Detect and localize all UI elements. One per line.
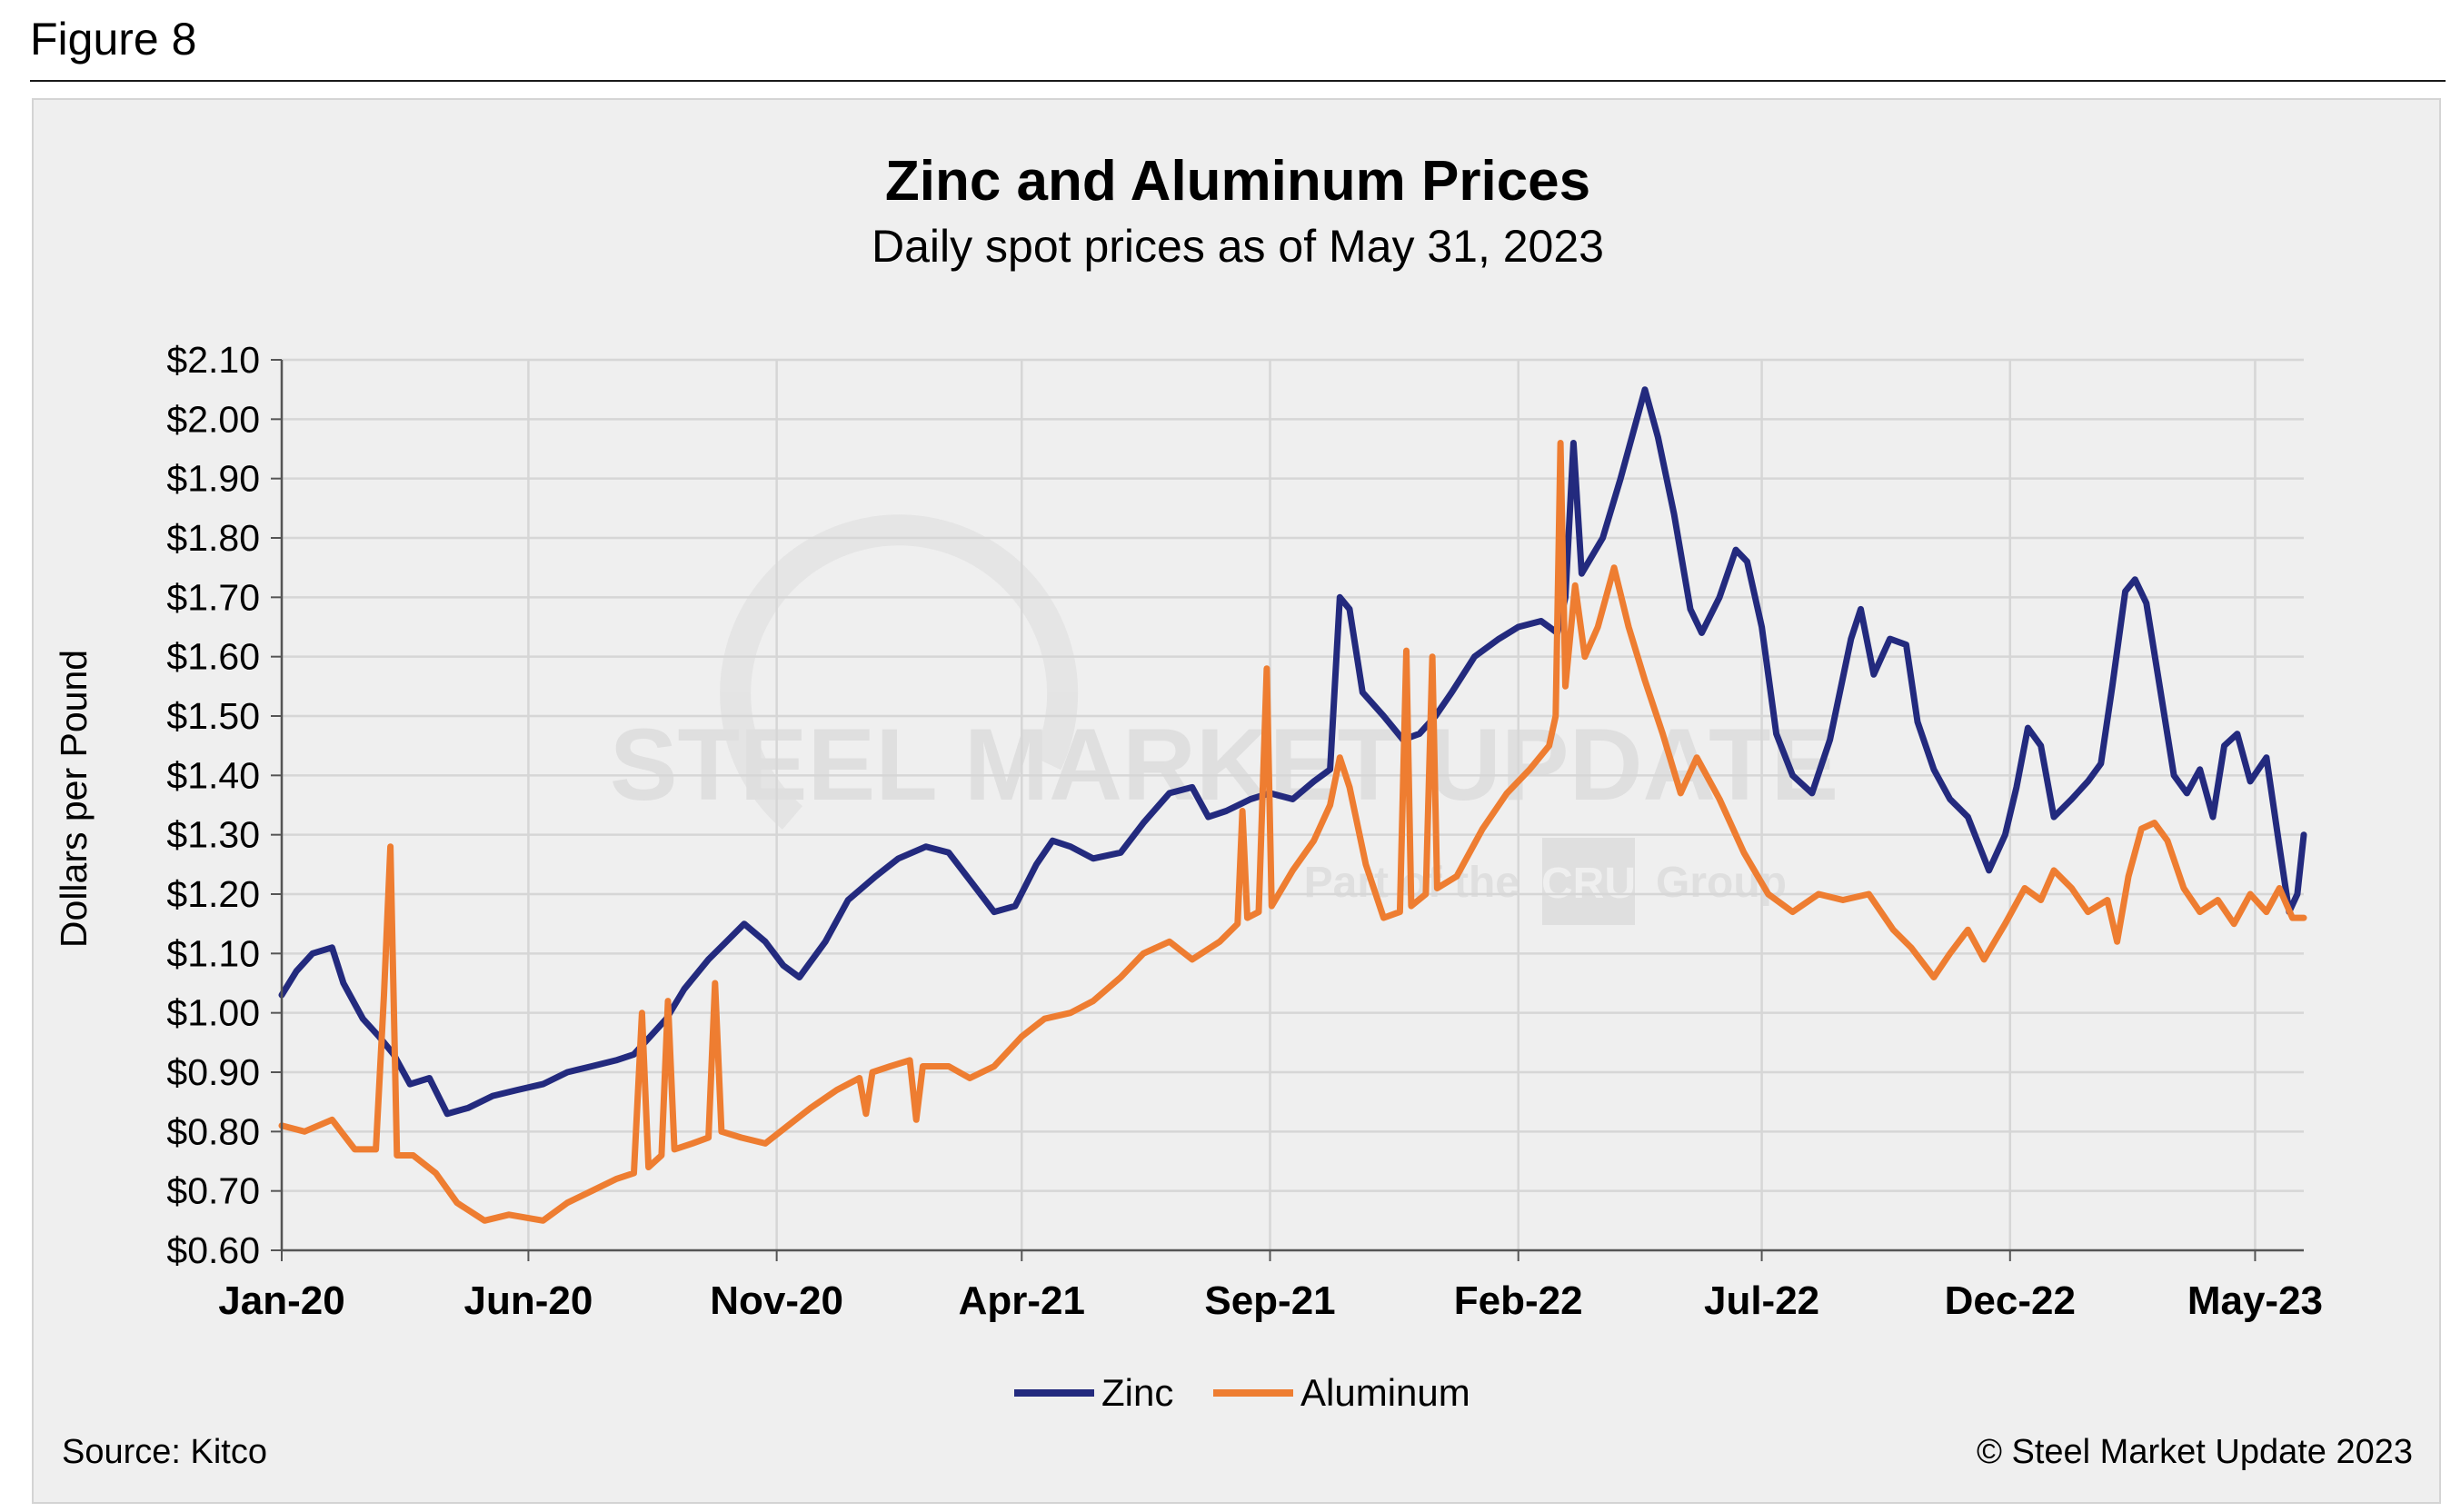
y-tick-label: $1.40 <box>166 754 260 796</box>
watermark: STEEL MARKET UPDATE Part of the CRU Grou… <box>610 514 1838 925</box>
y-tick-label: $0.80 <box>166 1110 260 1152</box>
x-tick-label: Sep-21 <box>1204 1278 1335 1323</box>
y-tick-label: $0.60 <box>166 1229 260 1271</box>
watermark-main-text: STEEL MARKET UPDATE <box>610 708 1838 821</box>
top-divider <box>30 80 2446 82</box>
y-tick-label: $1.10 <box>166 932 260 974</box>
series-lines <box>278 386 2307 1224</box>
x-tick-label: Dec-22 <box>1945 1278 2076 1323</box>
y-tick-label: $1.70 <box>166 576 260 618</box>
x-tick-label: Jul-22 <box>1704 1278 1819 1323</box>
x-tick-label: Jan-20 <box>218 1278 344 1323</box>
figure-label: Figure 8 <box>30 14 197 65</box>
chart-title: Zinc and Aluminum Prices <box>885 150 1590 213</box>
series-line-zinc <box>278 386 2307 1118</box>
legend-aluminum-label: Aluminum <box>1300 1371 1470 1414</box>
y-tick-label: $1.80 <box>166 517 260 559</box>
source-note: Source: Kitco <box>62 1433 267 1471</box>
y-tick-label: $1.90 <box>166 458 260 500</box>
x-tick-label: Feb-22 <box>1454 1278 1583 1323</box>
copyright-note: © Steel Market Update 2023 <box>1977 1433 2413 1471</box>
y-tick-label: $0.90 <box>166 1051 260 1093</box>
x-tick-label: Apr-21 <box>959 1278 1085 1323</box>
y-axis-ticks: $0.60 $0.70 $0.80 $0.90 $1.00 $1.10 $1.20 $1.30… <box>166 339 260 1271</box>
axes <box>271 359 2304 1261</box>
y-tick-label: $1.00 <box>166 992 260 1034</box>
y-axis-label: Dollars per Pound <box>53 650 95 948</box>
watermark-sub-right: Group <box>1656 859 1787 907</box>
watermark-swoosh-icon <box>720 514 1079 830</box>
series-line-aluminum <box>278 440 2307 1224</box>
y-tick-label: $2.10 <box>166 339 260 381</box>
x-axis-ticks: Jan-20 Jun-20 Nov-20 Apr-21 Sep-21 Feb-22 Jul-… <box>218 1278 2323 1323</box>
y-tick-label: $1.50 <box>166 695 260 737</box>
chart-subtitle: Daily spot prices as of May 31, 2023 <box>872 221 1604 272</box>
legend: Zinc Aluminum <box>1014 1371 1470 1414</box>
x-tick-label: May-23 <box>2187 1278 2323 1323</box>
chart-panel: STEEL MARKET UPDATE Part of the CRU Grou… <box>32 98 2441 1504</box>
x-tick-label: Nov-20 <box>710 1278 843 1323</box>
chart-svg: STEEL MARKET UPDATE Part of the CRU Grou… <box>53 150 2413 1471</box>
watermark-logo-text: CRU <box>1541 860 1636 908</box>
x-tick-label: Jun-20 <box>464 1278 593 1323</box>
watermark-logo-box <box>1542 838 1635 925</box>
legend-zinc-label: Zinc <box>1101 1371 1173 1414</box>
y-tick-label: $1.60 <box>166 636 260 678</box>
y-tick-label: $0.70 <box>166 1170 260 1212</box>
y-tick-label: $2.00 <box>166 398 260 440</box>
y-tick-label: $1.30 <box>166 814 260 856</box>
y-tick-label: $1.20 <box>166 873 260 915</box>
